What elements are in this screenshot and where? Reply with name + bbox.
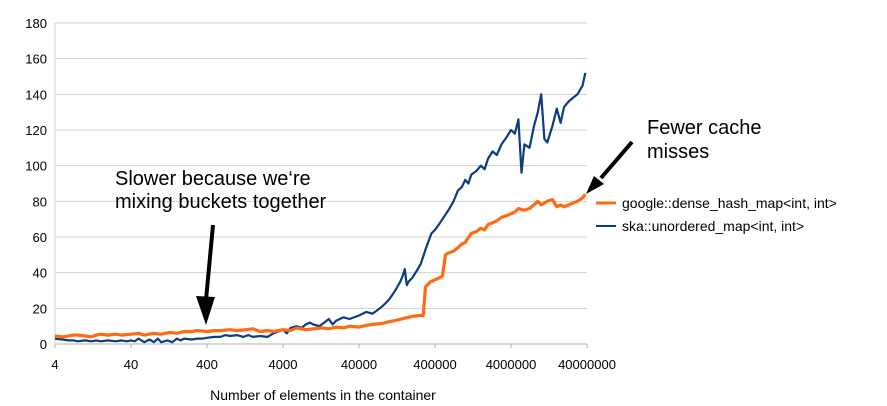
- legend-label-ska-unordered-map: ska::unordered_map<int, int>: [622, 218, 804, 234]
- annotation-fewer-line-1: Fewer cache: [647, 117, 762, 139]
- x-tick-label: 400000: [413, 357, 456, 372]
- annotation-slower-arrow-shaft: [204, 224, 215, 301]
- annotation-fewer-arrow-head: [586, 176, 604, 194]
- series-line-ska-unordered-map: [54, 72, 587, 344]
- y-tick-label: 40: [33, 266, 47, 281]
- x-tick-label: 40: [124, 357, 138, 372]
- series-line-dense-hash-map: [54, 193, 587, 339]
- x-tick-label: 40000: [341, 357, 377, 372]
- annotation-slower-line-2: mixing buckets together: [115, 191, 327, 213]
- y-tick-label: 20: [33, 301, 47, 316]
- y-axis-tick-labels: 0 20 40 60 80 100 120 140 160 180: [25, 16, 47, 352]
- x-tick-label: 4000000: [486, 357, 537, 372]
- annotation-slower: Slower because we‘re mixing buckets toge…: [115, 168, 327, 325]
- x-axis-label: Number of elements in the container: [210, 387, 436, 403]
- x-tick-label: 4000: [269, 357, 298, 372]
- y-tick-label: 180: [25, 16, 47, 31]
- x-tick-label: 400: [196, 357, 218, 372]
- y-tick-label: 80: [33, 194, 47, 209]
- y-tick-label: 0: [40, 337, 47, 352]
- series-lines: [54, 72, 587, 344]
- legend: google::dense_hash_map<int, int> ska::un…: [596, 195, 837, 234]
- x-tick-label: 4: [51, 357, 58, 372]
- y-tick-label: 100: [25, 159, 47, 174]
- x-axis-tick-labels: 4 40 400 4000 40000 400000 4000000 40000000: [51, 344, 616, 372]
- legend-label-dense-hash-map: google::dense_hash_map<int, int>: [622, 195, 837, 211]
- grid-lines: [55, 22, 587, 309]
- y-tick-label: 60: [33, 230, 47, 245]
- annotation-fewer-cache-misses: Fewer cache misses: [586, 117, 762, 194]
- y-tick-label: 160: [25, 52, 47, 67]
- y-tick-label: 140: [25, 87, 47, 102]
- x-tick-label: 40000000: [558, 357, 616, 372]
- annotation-slower-line-1: Slower because we‘re: [115, 168, 311, 190]
- y-tick-label: 120: [25, 123, 47, 138]
- annotation-fewer-arrow-shaft: [599, 140, 634, 180]
- annotation-fewer-line-2: misses: [647, 141, 709, 163]
- annotation-slower-arrow-head: [196, 296, 215, 325]
